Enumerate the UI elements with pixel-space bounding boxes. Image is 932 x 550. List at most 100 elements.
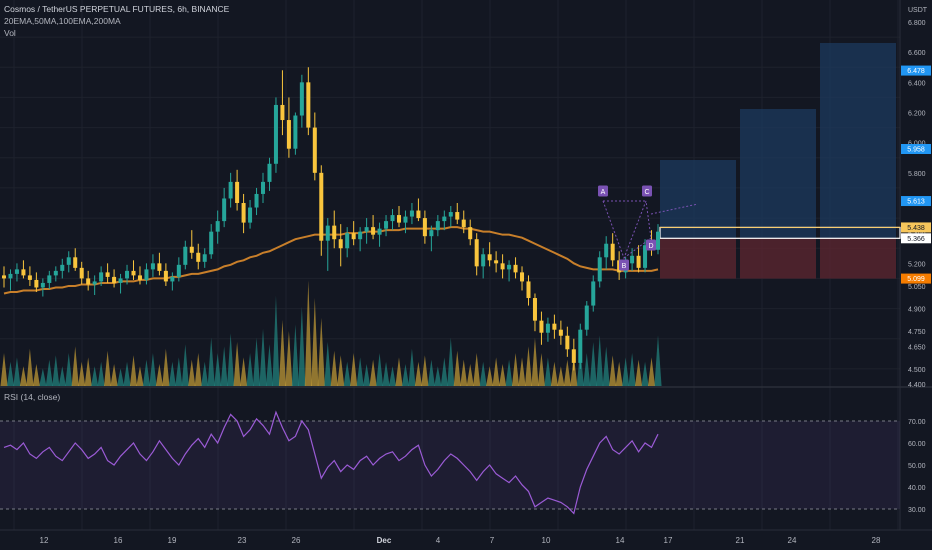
volume-legend[interactable]: Vol	[4, 28, 16, 38]
candle-body	[558, 329, 563, 336]
candle-body	[532, 298, 537, 321]
candle-body	[79, 267, 84, 279]
volume-bar	[149, 353, 157, 386]
volume-bar	[32, 364, 40, 386]
candle-body	[507, 264, 512, 270]
candle-body	[215, 221, 220, 232]
volume-bar	[654, 335, 662, 386]
candle-body	[364, 227, 369, 232]
volume-bar	[388, 366, 397, 386]
volume-bar	[609, 355, 617, 386]
volume-bar	[317, 317, 325, 386]
candle-body	[280, 104, 285, 121]
volume-bar	[220, 346, 228, 386]
price-badge: 6.478	[907, 68, 925, 75]
time-tick: 4	[436, 536, 441, 545]
chart-title: Cosmos / TetherUS PERPETUAL FUTURES, 6h,…	[4, 4, 230, 14]
pattern-label-bg	[598, 185, 608, 197]
target-zone-3	[820, 43, 896, 239]
time-tick: 7	[490, 536, 495, 545]
candle-body	[228, 181, 233, 199]
candle-body	[403, 216, 408, 223]
candle-body	[209, 231, 214, 255]
indicator-legend[interactable]: 20EMA,50MA,100EMA,200MA	[4, 16, 121, 26]
price-tick: 4.900	[908, 307, 926, 314]
candle-body	[390, 215, 395, 222]
rsi-legend[interactable]: RSI (14, close)	[4, 392, 61, 402]
volume-bar	[537, 353, 546, 386]
price-badge-bg	[901, 233, 931, 244]
volume-bar	[363, 364, 371, 386]
rsi-tick: 70.00	[908, 419, 926, 426]
volume-bar	[550, 361, 558, 386]
volume-bar	[252, 337, 261, 386]
volume-bar	[447, 337, 455, 386]
candle-body	[299, 82, 304, 116]
candle-body	[513, 264, 518, 273]
volume-bar	[272, 295, 280, 386]
volume-bar	[356, 357, 364, 386]
volume-bar	[434, 366, 442, 386]
volume-bar	[511, 353, 520, 386]
price-badge-bg	[901, 196, 931, 207]
candle-body	[306, 82, 311, 128]
volume-bar	[557, 366, 565, 386]
candle-body	[137, 275, 142, 280]
candle-body	[286, 120, 291, 149]
volume-bar	[343, 361, 351, 386]
volume-bar	[123, 361, 131, 386]
candle-body	[597, 257, 602, 282]
candle-body	[254, 193, 259, 208]
volume-bar	[278, 320, 286, 386]
candle-body	[643, 245, 648, 268]
price-badge: 5.099	[907, 276, 925, 283]
price-badge: 5.958	[907, 147, 925, 154]
volume-bar	[285, 331, 293, 386]
volume-bar	[265, 344, 274, 386]
volume-bar	[596, 335, 604, 386]
price-badge-bg	[901, 273, 931, 284]
candle-body	[636, 255, 641, 268]
volume-bar	[382, 361, 390, 386]
volume-bar	[91, 366, 99, 386]
volume-bar	[330, 350, 338, 386]
volume-bar	[427, 359, 435, 386]
candle-body	[273, 104, 278, 164]
volume-bar	[628, 353, 636, 386]
time-tick: Dec	[377, 536, 392, 545]
time-tick: 23	[238, 536, 247, 545]
volume-bar	[647, 357, 656, 386]
volume-bar	[110, 364, 118, 386]
candle-body	[1, 275, 7, 279]
candle-body	[500, 263, 505, 270]
candle-body	[267, 163, 272, 182]
volume-bar	[129, 355, 138, 386]
candle-body	[474, 239, 479, 267]
rsi-line	[3, 410, 659, 515]
volume-bar	[401, 364, 410, 386]
candle-body	[468, 227, 473, 240]
price-tick: 6.400	[908, 80, 926, 87]
candle-body	[655, 231, 661, 250]
candle-body	[73, 257, 78, 268]
rsi-tick: 60.00	[908, 441, 926, 448]
volume-bar	[589, 342, 597, 386]
candle-body	[545, 323, 550, 333]
candle-body	[591, 281, 596, 306]
candle-body	[235, 181, 240, 203]
volume-bar	[188, 359, 196, 386]
candle-body	[578, 329, 583, 363]
candle-body	[131, 270, 136, 276]
candle-body	[539, 320, 544, 333]
pattern-label-d: D	[648, 243, 653, 250]
candle-body	[396, 215, 401, 223]
time-tick: 10	[542, 536, 551, 545]
volume-bar	[201, 361, 209, 386]
candle-body	[170, 276, 175, 282]
candle-body	[319, 172, 324, 241]
price-badge: 5.438	[907, 225, 925, 232]
candle-body	[371, 227, 376, 235]
target-zone-2	[740, 109, 816, 239]
candle-body	[47, 275, 52, 283]
